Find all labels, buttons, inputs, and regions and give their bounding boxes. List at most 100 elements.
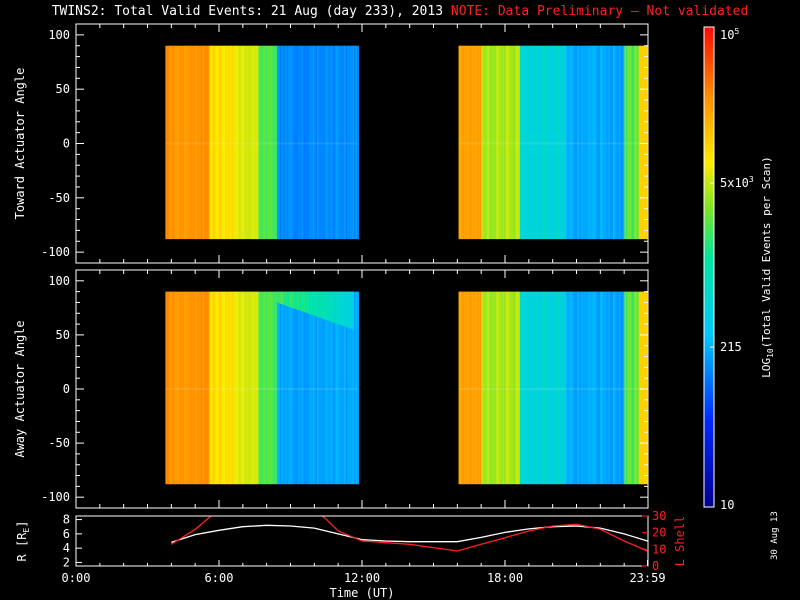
heatmap-column: [644, 45, 647, 240]
heatmap-column: [274, 45, 277, 240]
colorbar-swatch: [704, 243, 714, 248]
heatmap-column: [585, 45, 588, 240]
colorbar-swatch: [704, 171, 714, 176]
heatmap-column: [627, 45, 630, 240]
heatmap-column: [224, 291, 227, 485]
heatmap-column: [545, 45, 548, 240]
colorbar-swatch: [704, 71, 714, 76]
heatmap-column: [202, 291, 205, 485]
heatmap-column: [173, 45, 176, 240]
panel-toward: 100 50 0 -50 -100 Toward Actuator Angle: [13, 23, 649, 264]
heatmap-column: [645, 45, 648, 240]
heatmap-column: [321, 291, 324, 485]
heatmap-column: [541, 291, 544, 485]
heatmap-column: [252, 45, 255, 240]
heatmap-column: [485, 45, 488, 240]
heatmap-column: [329, 291, 332, 322]
heatmap-column: [514, 45, 517, 240]
heatmap-column: [565, 45, 568, 240]
heatmap-column: [301, 45, 304, 240]
heatmap-column: [478, 291, 481, 485]
colorbar-swatch: [704, 359, 714, 364]
heatmap-column: [612, 291, 615, 485]
heatmap-column: [264, 45, 267, 240]
heatmap-column: [166, 291, 169, 485]
colorbar-frame: [703, 26, 715, 508]
heatmap-column: [530, 291, 533, 485]
heatmap-column: [326, 291, 329, 321]
heatmap-column: [642, 45, 646, 240]
heatmap-column: [562, 291, 565, 485]
heatmap-column: [604, 291, 607, 485]
heatmap-column: [491, 291, 494, 485]
heatmap-column: [524, 45, 527, 240]
heatmap-column: [555, 45, 558, 240]
heatmap-column: [634, 291, 637, 485]
heatmap-column: [345, 45, 348, 240]
heatmap-column: [587, 45, 590, 240]
heatmap-column: [172, 45, 175, 240]
colorbar-swatch: [704, 79, 714, 84]
heatmap-column: [345, 291, 348, 485]
colorbar-swatch: [704, 195, 714, 200]
heatmap-column: [534, 45, 537, 240]
heatmap-column: [196, 291, 199, 485]
heatmap-column: [331, 291, 334, 485]
x-tick-label: 12:00: [344, 571, 380, 585]
lshell-series-line: [170, 516, 648, 552]
heatmap-column: [602, 291, 605, 485]
colorbar-swatch: [704, 135, 714, 140]
heatmap-column: [334, 291, 337, 324]
colorbar-swatch: [704, 215, 714, 220]
heatmap-column: [294, 45, 297, 240]
heatmap-column: [316, 45, 319, 240]
heatmap-column: [461, 45, 464, 240]
heatmap-column: [320, 291, 323, 319]
heatmap-column: [168, 291, 171, 485]
colorbar-tick-label: 5x103: [720, 175, 754, 190]
heatmap-column: [289, 45, 292, 240]
heatmap-column: [550, 45, 553, 240]
heatmap-column: [205, 291, 208, 485]
heatmap-column: [550, 291, 553, 485]
heatmap-column: [343, 291, 346, 327]
zero-angle-seam: [458, 388, 647, 390]
heatmap-column: [274, 291, 277, 485]
heatmap-column: [339, 291, 342, 485]
colorbar-swatch: [704, 419, 714, 424]
heatmap-column: [258, 291, 261, 485]
heatmap-column: [213, 45, 217, 240]
heatmap-column: [571, 45, 574, 240]
heatmap-column: [222, 291, 225, 485]
heatmap-column: [212, 291, 215, 485]
colorbar-swatch: [704, 335, 714, 340]
colorbar-swatch: [704, 459, 714, 464]
heatmap-column: [491, 45, 494, 240]
colorbar-swatch: [704, 299, 714, 304]
heatmap-column: [199, 291, 202, 485]
heatmap-column: [488, 291, 491, 485]
colorbar-swatch: [704, 307, 714, 312]
heatmap-column: [295, 291, 298, 485]
heatmap-column: [287, 291, 290, 307]
heatmap-column: [255, 291, 258, 485]
heatmap-column: [540, 45, 543, 240]
heatmap-column: [521, 291, 524, 485]
heatmap-column: [551, 291, 554, 485]
colorbar-swatch: [704, 151, 714, 156]
heatmap-column: [590, 45, 593, 240]
colorbar-swatch: [704, 295, 714, 300]
y-tick-label: 0: [63, 137, 70, 151]
colorbar-swatch: [704, 67, 714, 72]
heatmap-column: [570, 45, 573, 240]
heatmap-column: [336, 291, 339, 324]
heatmap-column: [312, 291, 315, 485]
heatmap-column: [309, 291, 312, 485]
heatmap-column: [304, 291, 307, 485]
heatmap-column: [206, 291, 209, 485]
colorbar-swatch: [704, 375, 714, 380]
heatmap-column: [527, 291, 530, 485]
colorbar-swatch: [704, 291, 714, 296]
colorbar-swatch: [704, 83, 714, 88]
heatmap-column: [346, 45, 350, 240]
